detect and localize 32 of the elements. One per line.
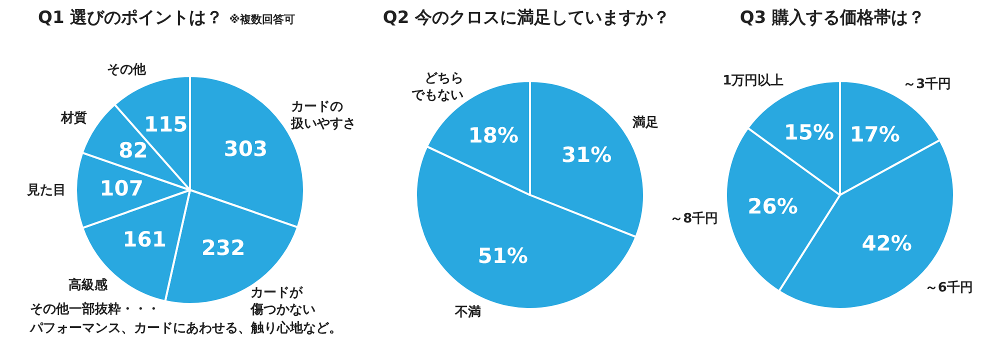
data-label: 17% bbox=[850, 122, 900, 147]
slice-label: カードの扱いやすさ bbox=[290, 100, 356, 132]
slice-label: 満足 bbox=[632, 115, 659, 130]
data-label: 42% bbox=[862, 231, 912, 256]
chart-title: Q2 今のクロスに満足していますか？ bbox=[382, 7, 672, 29]
data-label: 31% bbox=[561, 143, 612, 168]
chart-subtitle: ※複数回答可 bbox=[229, 13, 295, 26]
data-label: 15% bbox=[784, 120, 834, 145]
slice-label: 1万円以上 bbox=[722, 73, 784, 88]
data-label: 51% bbox=[478, 244, 528, 268]
data-label: 303 bbox=[224, 136, 268, 161]
text: パフォーマンス、カードにあわせる、触り心地など。 bbox=[30, 320, 342, 338]
data-label: 18% bbox=[468, 124, 518, 148]
chart-title: Q3 購入する価格帯は？ bbox=[740, 8, 926, 28]
slice-label: ～3千円 bbox=[903, 76, 952, 92]
slice-label: ～6千円 bbox=[924, 280, 973, 296]
data-label: 232 bbox=[201, 236, 246, 260]
data-label: 107 bbox=[100, 176, 144, 201]
data-label: 26% bbox=[748, 194, 798, 218]
data-label: 161 bbox=[122, 228, 167, 252]
chart-title: Q1 選びのポイントは？ bbox=[38, 8, 224, 28]
slice-label: 見た目 bbox=[26, 182, 66, 198]
slice-label: どちらでもない bbox=[412, 70, 464, 103]
slice-label: その他 bbox=[107, 62, 148, 78]
slice-label: ～8千円 bbox=[670, 210, 718, 226]
slice-label: 材質 bbox=[60, 110, 88, 126]
data-label: 82 bbox=[118, 138, 148, 162]
slice-label: 高級感 bbox=[68, 277, 109, 294]
slice-label: 不満 bbox=[454, 304, 481, 320]
data-label: 115 bbox=[144, 112, 188, 136]
text: その他一部抜粋・・・ bbox=[30, 300, 160, 319]
slice-label: カードが傷つかない bbox=[249, 286, 316, 318]
